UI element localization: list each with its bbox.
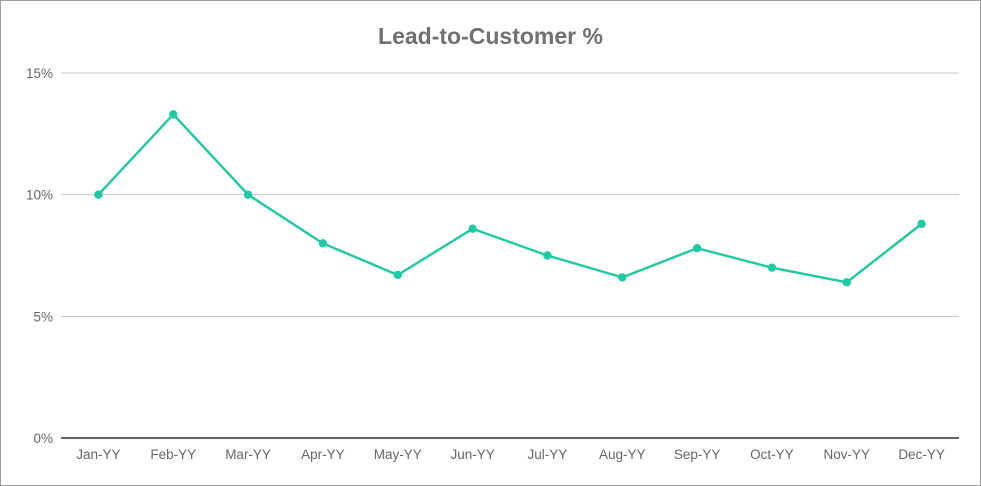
y-tick-label: 10% [26, 188, 53, 203]
series-layer [94, 110, 926, 287]
data-point [318, 239, 328, 248]
y-tick-label: 15% [26, 66, 53, 81]
data-point [842, 278, 851, 287]
x-tick-label: Oct-YY [750, 447, 794, 462]
x-tick-label: Jan-YY [76, 447, 120, 462]
data-point [94, 190, 103, 199]
chart-title: Lead-to-Customer % [378, 23, 603, 49]
x-tick-label: Jun-YY [450, 447, 494, 462]
data-point [243, 190, 253, 199]
x-tick-label: Mar-YY [225, 447, 271, 462]
x-tick-label: May-YY [374, 447, 422, 462]
x-tick-label: Jul-YY [528, 447, 568, 462]
series-line [97, 113, 923, 284]
y-tick-label: 5% [33, 309, 53, 324]
data-point [393, 270, 402, 280]
x-tick-label: Nov-YY [823, 447, 870, 462]
data-point [917, 219, 926, 229]
x-axis-ticks: Jan-YY Feb-YY Mar-YY Apr-YY May-YY Jun-YY Jul-… [76, 447, 945, 462]
gridlines [61, 72, 959, 439]
data-point [618, 273, 627, 282]
data-point [767, 263, 777, 272]
x-tick-label: Aug-YY [599, 447, 646, 462]
y-tick-label: 0% [33, 431, 53, 446]
data-point [692, 244, 702, 253]
y-axis-ticks: 0% 5% 10% 15% [26, 66, 53, 446]
data-point [543, 251, 552, 260]
x-tick-label: Sep-YY [674, 447, 721, 462]
data-point [169, 110, 178, 119]
x-tick-label: Apr-YY [301, 447, 345, 462]
data-point [468, 224, 477, 233]
x-tick-label: Feb-YY [150, 447, 196, 462]
x-tick-label: Dec-YY [898, 447, 945, 462]
